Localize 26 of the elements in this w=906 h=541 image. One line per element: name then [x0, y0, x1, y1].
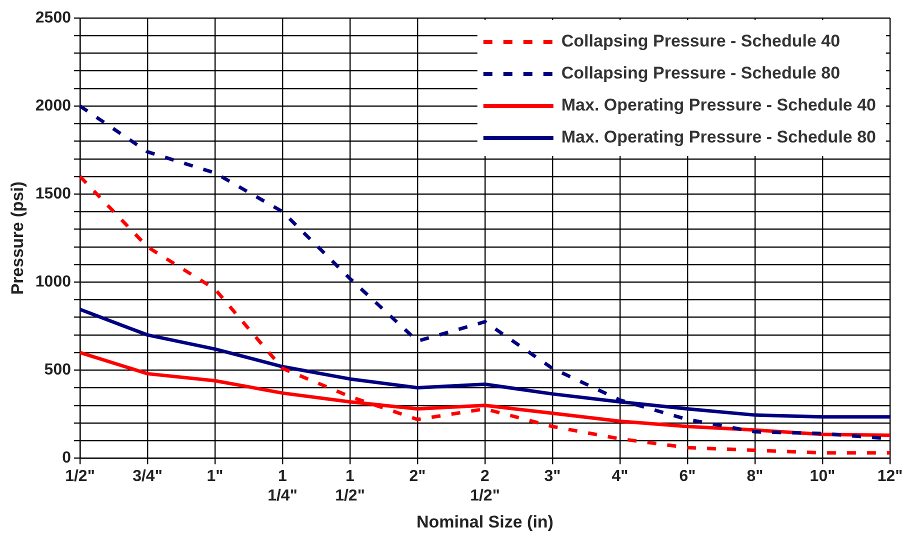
x-tick-label: 3/4"	[132, 468, 162, 486]
x-tick-label: 4"	[612, 468, 628, 486]
x-tick-label: 1 1/2"	[335, 468, 365, 504]
legend-label: Max. Operating Pressure - Schedule 40	[561, 96, 876, 115]
y-axis-title: Pressure (psi)	[8, 181, 27, 295]
y-tick-label: 1000	[35, 274, 72, 291]
x-tick-label: 12"	[877, 468, 903, 486]
legend-label: Collapsing Pressure - Schedule 80	[561, 64, 840, 83]
y-tick-label: 500	[44, 362, 72, 379]
legend-label: Max. Operating Pressure - Schedule 80	[561, 128, 876, 147]
x-tick-label: 2"	[409, 468, 426, 486]
x-tick-label: 10"	[810, 468, 836, 486]
x-tick-label: 1 1/4"	[268, 468, 298, 504]
x-tick-label: 1"	[206, 468, 224, 486]
x-tick-label: 1/2"	[65, 468, 95, 486]
y-tick-label: 2500	[35, 9, 72, 26]
x-tick-label: 2 1/2"	[470, 468, 500, 504]
x-tick-label: 8"	[746, 468, 764, 486]
y-tick-label: 2000	[35, 97, 72, 114]
line-series	[78, 174, 892, 455]
x-axis-title: Nominal Size (in)	[416, 512, 554, 532]
y-tick-label: 1500	[35, 185, 72, 202]
legend-label: Collapsing Pressure - Schedule 40	[561, 32, 840, 51]
x-tick-label: 6"	[679, 468, 696, 486]
x-tick-label: 3"	[544, 468, 561, 486]
y-tick-label: 0	[62, 450, 72, 467]
